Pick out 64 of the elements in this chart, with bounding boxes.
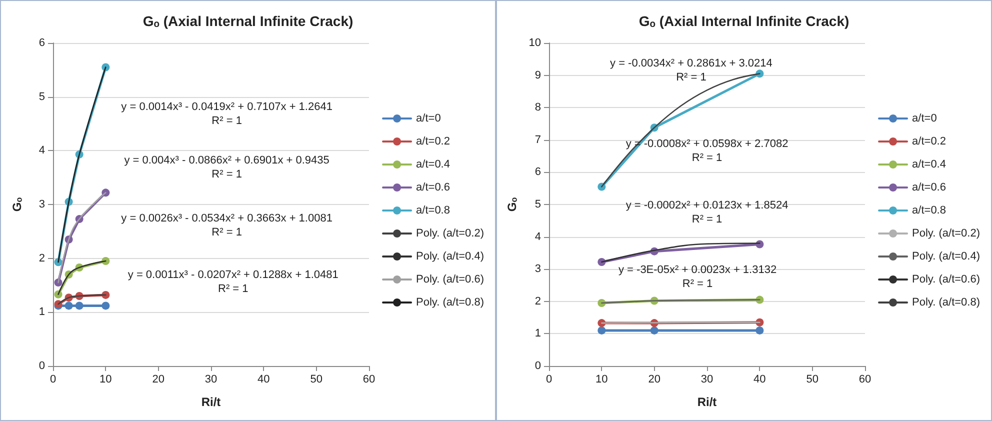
legend-label: Poly. (a/t=0.8) <box>416 296 484 308</box>
x-tick-label: 30 <box>204 374 218 386</box>
x-tick-label: 30 <box>700 374 714 386</box>
chart-title: Gₒ (Axial Internal Infinite Crack) <box>638 13 850 29</box>
legend-label: Poly. (a/t=0.4) <box>912 250 980 262</box>
legend-label: a/t=0.2 <box>416 136 450 148</box>
legend-label: a/t=0.4 <box>912 158 946 170</box>
y-tick-label: 10 <box>528 37 541 49</box>
x-tick-label: 0 <box>546 374 552 386</box>
legend-label: Poly. (a/t=0.8) <box>912 296 980 308</box>
legend-label: Poly. (a/t=0.6) <box>912 274 980 286</box>
annotation: y = 0.0011x³ - 0.0207x² + 0.1288x + 1.0481 R² = 1 <box>128 269 338 296</box>
x-tick-label: 0 <box>50 374 56 386</box>
legend-label: a/t=0 <box>912 112 937 124</box>
y-tick-label: 6 <box>38 37 45 49</box>
x-tick-label: 40 <box>754 374 766 386</box>
y-tick-label: 5 <box>38 90 45 103</box>
legend-label: a/t=0.6 <box>416 182 450 194</box>
annotation: y = 0.0026x³ - 0.0534x² + 0.3663x + 1.0081 R² = 1 <box>121 212 332 238</box>
y-tick-label: 0 <box>38 360 45 372</box>
legend-label: Poly. (a/t=0.2) <box>416 228 484 240</box>
x-tick-label: 50 <box>310 374 322 386</box>
x-axis-title: Ri/t <box>201 395 221 409</box>
legend-label: a/t=0.8 <box>912 204 946 216</box>
y-tick-label: 6 <box>534 166 541 178</box>
x-tick-label: 50 <box>806 374 818 386</box>
y-tick-label: 9 <box>534 69 541 82</box>
y-axis-title: Gₒ <box>10 197 24 212</box>
x-tick-label: 60 <box>362 374 376 386</box>
legend-label: Poly. (a/t=0.6) <box>416 274 484 286</box>
legend-label: a/t=0.4 <box>416 158 450 170</box>
y-tick-label: 2 <box>534 295 541 308</box>
legend-label: a/t=0.8 <box>416 204 450 216</box>
chart-title: Gₒ (Axial Internal Infinite Crack) <box>142 13 354 29</box>
x-tick-label: 40 <box>258 374 270 386</box>
y-tick-label: 3 <box>38 198 45 210</box>
x-tick-label: 60 <box>858 374 872 386</box>
annotation: y = -0.0034x² + 0.2861x + 3.0214 R² = 1 <box>610 57 772 84</box>
y-tick-label: 8 <box>534 102 541 114</box>
y-tick-label: 1 <box>534 328 541 340</box>
y-tick-label: 0 <box>534 360 541 372</box>
y-tick-label: 2 <box>38 252 45 264</box>
y-tick-label: 3 <box>534 263 541 276</box>
y-axis-title: Gₒ <box>504 197 519 212</box>
annotation: y = -0.0008x² + 0.0598x + 2.7082 R² = 1 <box>626 138 788 164</box>
legend-label: Poly. (a/t=0.2) <box>912 228 980 240</box>
y-tick-label: 5 <box>534 198 541 210</box>
annotation: y = 0.0014x³ - 0.0419x² + 0.7107x + 1.2641 R² = 1 <box>121 101 332 128</box>
legend-label: Poly. (a/t=0.4) <box>416 250 484 262</box>
y-tick-label: 4 <box>38 144 45 157</box>
y-tick-label: 4 <box>534 230 541 243</box>
annotation: y = 0.004x³ - 0.0866x² + 0.6901x + 0.9435 R² = 1 <box>124 154 330 180</box>
x-tick-label: 10 <box>596 374 608 386</box>
x-tick-label: 10 <box>100 374 112 386</box>
x-tick-label: 20 <box>152 374 164 386</box>
y-tick-label: 1 <box>38 306 45 318</box>
annotation: y = -0.0002x² + 0.0123x + 1.8524 R² = 1 <box>626 200 788 226</box>
y-tick-label: 7 <box>534 134 541 146</box>
annotation: y = -3E-05x² + 0.0023x + 1.3132 R² = 1 <box>618 264 777 290</box>
x-axis-title: Ri/t <box>697 395 717 409</box>
legend-label: a/t=0.6 <box>912 182 946 194</box>
legend-label: a/t=0 <box>416 112 441 124</box>
legend-label: a/t=0.2 <box>912 136 946 148</box>
x-tick-label: 20 <box>648 374 660 386</box>
